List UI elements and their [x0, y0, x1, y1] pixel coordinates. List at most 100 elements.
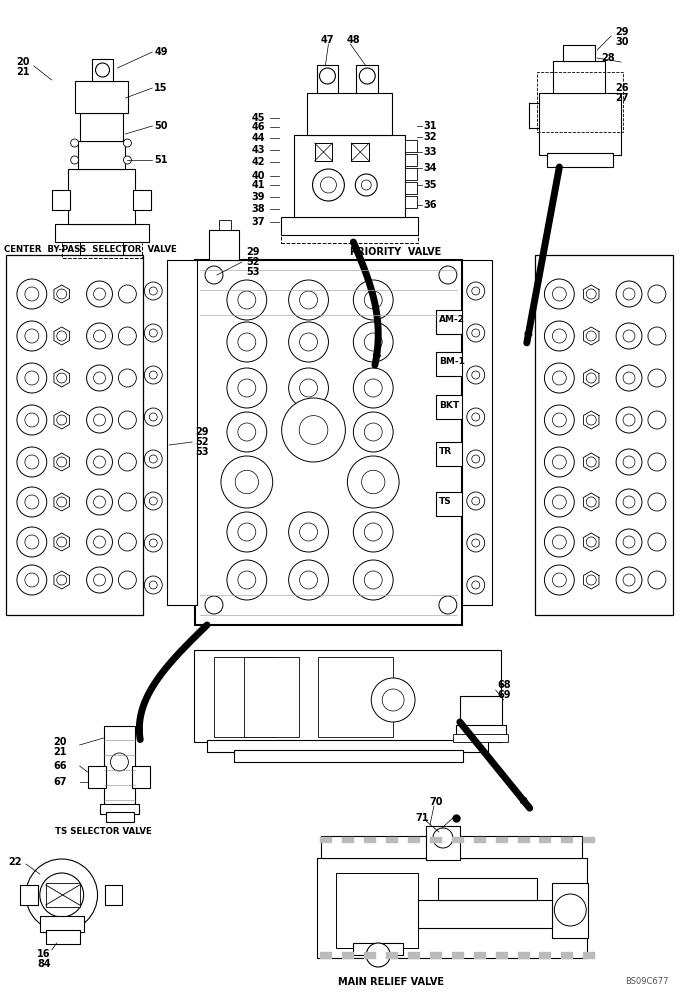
Bar [6, 255, 143, 615]
Bar [234, 750, 463, 762]
Bar [20, 885, 38, 905]
Circle shape [623, 496, 635, 508]
Bar [436, 395, 491, 419]
Circle shape [94, 372, 105, 384]
Bar [405, 154, 417, 166]
Text: AM-2: AM-2 [439, 316, 465, 324]
Bar [219, 220, 231, 230]
Circle shape [71, 156, 79, 164]
Circle shape [623, 414, 635, 426]
Text: 21: 21 [54, 747, 67, 757]
Circle shape [94, 574, 105, 586]
Circle shape [144, 576, 163, 594]
Text: 22: 22 [8, 857, 22, 867]
Bar [322, 836, 582, 858]
Circle shape [86, 365, 112, 391]
Circle shape [238, 379, 256, 397]
Bar [55, 224, 150, 242]
Bar [552, 883, 588, 938]
Circle shape [364, 291, 382, 309]
Bar [92, 59, 114, 81]
Circle shape [354, 512, 393, 552]
Circle shape [118, 571, 137, 589]
Bar [436, 492, 491, 516]
Bar [460, 696, 502, 728]
Circle shape [118, 327, 137, 345]
Circle shape [94, 456, 105, 468]
Circle shape [354, 412, 393, 452]
Text: 44: 44 [252, 133, 265, 143]
Bar [405, 182, 417, 194]
Circle shape [552, 371, 566, 385]
Circle shape [623, 372, 635, 384]
Circle shape [144, 450, 163, 468]
Circle shape [86, 567, 112, 593]
Circle shape [56, 373, 67, 383]
Text: 20: 20 [16, 57, 29, 67]
Bar [281, 235, 418, 243]
Bar [316, 65, 339, 93]
Circle shape [288, 322, 328, 362]
Text: 20: 20 [54, 737, 67, 747]
Circle shape [86, 529, 112, 555]
Bar [105, 885, 122, 905]
Circle shape [545, 487, 575, 517]
Bar [52, 190, 69, 210]
Bar [133, 190, 151, 210]
Text: TS: TS [439, 497, 452, 506]
Circle shape [96, 63, 109, 77]
Circle shape [17, 527, 47, 557]
Text: 30: 30 [615, 37, 628, 47]
Circle shape [472, 581, 479, 589]
Text: 46: 46 [252, 122, 265, 132]
Circle shape [150, 329, 157, 337]
Text: 27: 27 [615, 93, 628, 103]
Circle shape [26, 859, 97, 931]
Circle shape [86, 323, 112, 349]
Circle shape [648, 453, 666, 471]
Circle shape [545, 405, 575, 435]
Circle shape [144, 366, 163, 384]
Circle shape [648, 285, 666, 303]
Circle shape [300, 571, 318, 589]
Text: 48: 48 [346, 35, 360, 45]
Circle shape [466, 282, 485, 300]
Circle shape [150, 497, 157, 505]
Circle shape [40, 873, 84, 917]
Text: 16: 16 [37, 949, 50, 959]
Circle shape [616, 407, 642, 433]
Text: 84: 84 [37, 959, 50, 969]
Bar [195, 260, 462, 625]
Text: 66: 66 [54, 761, 67, 771]
Circle shape [288, 560, 328, 600]
Circle shape [150, 539, 157, 547]
Bar [40, 916, 84, 932]
Circle shape [17, 405, 47, 435]
Circle shape [288, 280, 328, 320]
Circle shape [354, 560, 393, 600]
Text: 39: 39 [252, 192, 265, 202]
Bar [356, 65, 378, 93]
Circle shape [25, 329, 39, 343]
Text: 53: 53 [195, 447, 209, 457]
Text: 26: 26 [615, 83, 628, 93]
Circle shape [94, 536, 105, 548]
Circle shape [238, 333, 256, 351]
Circle shape [359, 68, 375, 84]
Text: CENTER  BY-PASS  SELECTOR  VALVE: CENTER BY-PASS SELECTOR VALVE [4, 245, 177, 254]
Circle shape [235, 470, 258, 494]
Circle shape [616, 489, 642, 515]
Circle shape [56, 289, 67, 299]
Text: MAIN RELIEF VALVE: MAIN RELIEF VALVE [338, 977, 444, 987]
Bar [207, 740, 488, 752]
Text: 51: 51 [154, 155, 168, 165]
Circle shape [71, 139, 79, 147]
Circle shape [347, 456, 399, 508]
Circle shape [439, 266, 457, 284]
Bar [418, 900, 552, 928]
Circle shape [623, 574, 635, 586]
Circle shape [472, 329, 479, 337]
Text: 42: 42 [252, 157, 265, 167]
Circle shape [17, 363, 47, 393]
Circle shape [472, 497, 479, 505]
